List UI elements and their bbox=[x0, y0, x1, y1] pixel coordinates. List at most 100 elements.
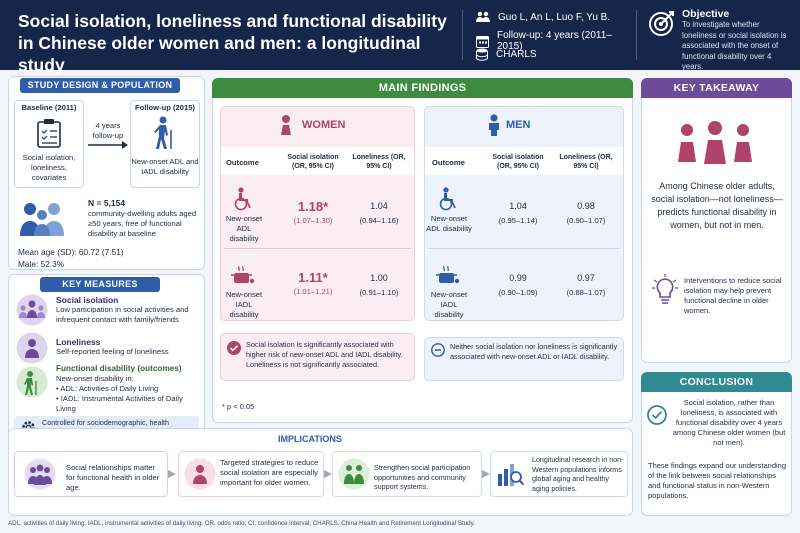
men-note-box bbox=[424, 337, 624, 381]
measure-text-loneliness: Self-reported feeling of loneliness bbox=[56, 347, 169, 356]
study-design-banner: STUDY DESIGN & POPULATION bbox=[20, 78, 180, 93]
followup-text: New-onset ADL and IADL disability bbox=[131, 157, 199, 176]
clipboard-icon bbox=[37, 119, 61, 148]
takeaway-text: Among Chinese older adults, social isola… bbox=[651, 181, 783, 230]
significance-footnote: * p < 0.05 bbox=[222, 402, 255, 411]
arrow-right-icon bbox=[482, 470, 490, 478]
measure-text-isolation: Low participation in social activities a… bbox=[56, 305, 189, 324]
mean-age: Mean age (SD): 60.72 (7.51) bbox=[18, 247, 124, 257]
key-takeaway-banner: KEY TAKEAWAY bbox=[641, 78, 792, 98]
men-panel bbox=[424, 106, 624, 321]
men-outcome-iadl: New-onset IADL disability bbox=[430, 290, 468, 319]
arrow-right-icon bbox=[324, 470, 332, 478]
takeaway-intervention: Interventions to reduce social isolation… bbox=[684, 276, 782, 315]
measure-bullet-iadl: • IADL: Instrumental Activities of Daily… bbox=[56, 394, 183, 413]
man-icon bbox=[489, 114, 499, 136]
implication-text-4: Longitudinal research in non-Western pop… bbox=[532, 456, 624, 493]
chart-magnifier-icon bbox=[498, 464, 524, 486]
implication-box-4 bbox=[490, 451, 628, 497]
women-table-header bbox=[221, 147, 414, 175]
followup-title: Follow-up (2015) bbox=[135, 103, 195, 112]
key-measures-banner: KEY MEASURES bbox=[40, 277, 160, 292]
elderly-walking-icon bbox=[154, 116, 172, 149]
objective-text: To investigate whether loneliness or soc… bbox=[682, 20, 787, 71]
women-note: Social isolation is significantly associ… bbox=[246, 340, 403, 369]
wheelchair-icon bbox=[439, 187, 456, 211]
men-lo-adl-or: 0.98 bbox=[577, 201, 595, 211]
disability-icon bbox=[16, 366, 48, 398]
men-lo-iadl-or: 0.97 bbox=[577, 273, 595, 283]
women-outcome-iadl: New-onset IADL disability bbox=[225, 290, 263, 319]
women-outcome-adl: New-onset ADL disability bbox=[225, 214, 263, 243]
minus-circle-icon bbox=[431, 343, 445, 357]
measure-bullet-adl: • ADL: Activities of Daily Living bbox=[56, 384, 159, 393]
conclusion-banner: CONCLUSION bbox=[641, 372, 792, 392]
followup-box bbox=[130, 100, 200, 188]
database-icon bbox=[476, 48, 488, 61]
row-divider bbox=[428, 248, 620, 249]
header-divider bbox=[636, 10, 637, 60]
men-lo-adl-ci: (0.90–1.07) bbox=[566, 216, 606, 225]
header-bar bbox=[0, 0, 800, 70]
men-si-adl-or: 1.04 bbox=[509, 201, 527, 211]
implication-text-2: Targeted strategies to reduce social iso… bbox=[220, 458, 319, 487]
conclusion-text-2: These findings expand our understanding … bbox=[648, 461, 787, 500]
women-note-box bbox=[220, 333, 415, 381]
men-lo-iadl-ci: (0.88–1.07) bbox=[566, 288, 606, 297]
objective-title: Objective bbox=[682, 8, 730, 20]
women-group-icon bbox=[678, 121, 752, 164]
measure-title-isolation: Social isolation bbox=[56, 295, 119, 305]
men-col-lo: Loneliness (OR, 95% CI) bbox=[559, 154, 613, 170]
implication-text-1: Social relationships matter for function… bbox=[66, 463, 160, 492]
target-icon bbox=[649, 11, 674, 36]
women-label: WOMEN bbox=[302, 119, 346, 131]
measure-title-disability: Functional disability (outcomes) bbox=[56, 364, 182, 373]
measure-text-disability: New-onset disability in: bbox=[56, 374, 134, 383]
sample-size: N = 5,154 bbox=[88, 198, 126, 208]
conclusion-text-1: Social isolation, rather than loneliness… bbox=[672, 398, 786, 447]
sample-description: community-dwelling adults aged ≥50 years… bbox=[88, 209, 197, 238]
women-si-adl-or: 1.18* bbox=[297, 199, 329, 214]
woman-icon bbox=[184, 458, 216, 490]
measure-title-loneliness: Loneliness bbox=[56, 337, 101, 347]
men-si-adl-ci: (0.95–1.14) bbox=[498, 216, 538, 225]
conclusion-card bbox=[641, 372, 792, 516]
women-panel bbox=[220, 106, 415, 321]
followup-row: Follow-up: 4 years (2011–2015) bbox=[476, 30, 634, 52]
implication-text-3: Strengthen social participation opportun… bbox=[374, 463, 471, 491]
lightbulb-icon bbox=[652, 274, 678, 304]
abbreviations-footer: ADL, activities of daily living; IADL, i… bbox=[8, 520, 475, 527]
dataset-row: CHARLS bbox=[476, 48, 634, 61]
women-si-iadl-or: 1.11* bbox=[298, 270, 328, 285]
bullet-text: IADL: Instrumental Activities of Daily L… bbox=[56, 394, 183, 413]
men-outcome-adl: New-onset ADL disability bbox=[426, 214, 472, 233]
arrow-right-icon bbox=[168, 470, 176, 478]
calendar-icon bbox=[476, 35, 489, 48]
women-lo-adl-or: 1.04 bbox=[370, 201, 388, 211]
arrow-right-icon bbox=[88, 141, 128, 149]
check-circle-icon bbox=[647, 405, 667, 425]
loneliness-icon bbox=[16, 332, 48, 364]
dataset: CHARLS bbox=[496, 49, 537, 60]
row-divider bbox=[224, 248, 411, 249]
women-lo-iadl-ci: (0.91–1.10) bbox=[359, 288, 399, 297]
women-lo-iadl-or: 1.00 bbox=[370, 273, 388, 283]
men-label: MEN bbox=[506, 119, 531, 131]
cooking-pot-icon bbox=[231, 265, 255, 284]
men-table-header bbox=[425, 147, 623, 175]
group-icon bbox=[24, 458, 56, 490]
baseline-text: Social isolation, loneliness, covariates bbox=[22, 153, 76, 182]
check-circle-icon bbox=[227, 341, 241, 355]
woman-icon bbox=[281, 115, 291, 135]
followup-period: Follow-up: 4 years (2011–2015) bbox=[497, 30, 612, 52]
cooking-pot-icon bbox=[436, 265, 460, 284]
bullet-text: ADL: Activities of Daily Living bbox=[60, 384, 159, 393]
baseline-box bbox=[14, 100, 84, 188]
authors: Guo L, An L, Luo F, Yu B. bbox=[498, 11, 611, 23]
male-percent: Male: 52.3% bbox=[18, 259, 65, 269]
women-col-outcome: Outcome bbox=[226, 158, 259, 167]
women-si-adl-ci: (1.07–1.30) bbox=[293, 216, 333, 225]
men-si-iadl-ci: (0.90–1.09) bbox=[498, 288, 538, 297]
arrow-text: 4 years follow-up bbox=[92, 121, 124, 140]
